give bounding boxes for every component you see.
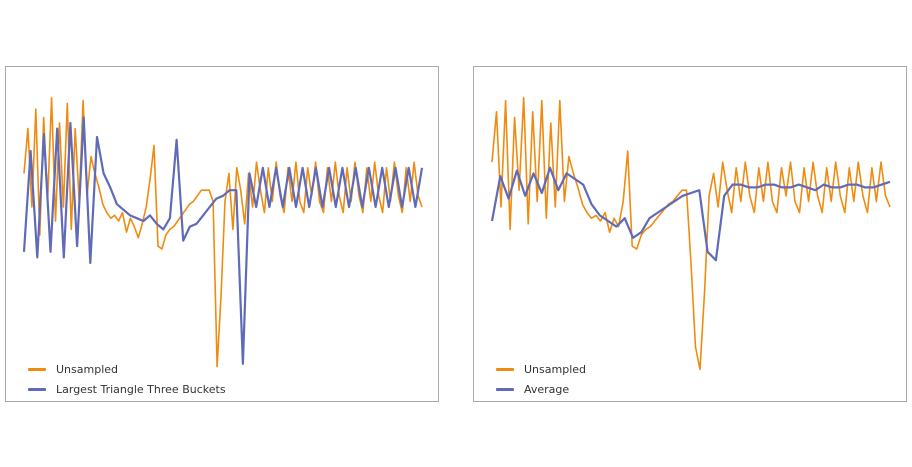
series-line-downsampled bbox=[490, 166, 891, 262]
legend-item-lttb: Largest Triangle Three Buckets bbox=[28, 379, 226, 399]
chart-plot-left bbox=[22, 96, 424, 368]
series-line-downsampled bbox=[22, 116, 424, 365]
chart-plot-right bbox=[490, 96, 891, 371]
legend-item-average: Average bbox=[496, 379, 586, 399]
legend-label: Unsampled bbox=[56, 362, 118, 376]
legend-swatch-unsampled bbox=[28, 367, 46, 371]
legend-label: Average bbox=[524, 382, 570, 396]
chart-panel-left: Unsampled Largest Triangle Three Buckets bbox=[5, 66, 439, 402]
series-line-unsampled bbox=[491, 96, 891, 371]
legend-swatch-average bbox=[496, 387, 514, 391]
legend-label: Unsampled bbox=[524, 362, 586, 376]
legend-swatch-lttb bbox=[28, 387, 46, 391]
legend-item-unsampled: Unsampled bbox=[496, 359, 586, 379]
legend-item-unsampled: Unsampled bbox=[28, 359, 226, 379]
chart-panel-right: Unsampled Average bbox=[473, 66, 907, 402]
legend-swatch-unsampled bbox=[496, 367, 514, 371]
legend-right: Unsampled Average bbox=[496, 359, 586, 399]
legend-label: Largest Triangle Three Buckets bbox=[56, 382, 226, 396]
legend-left: Unsampled Largest Triangle Three Buckets bbox=[28, 359, 226, 399]
